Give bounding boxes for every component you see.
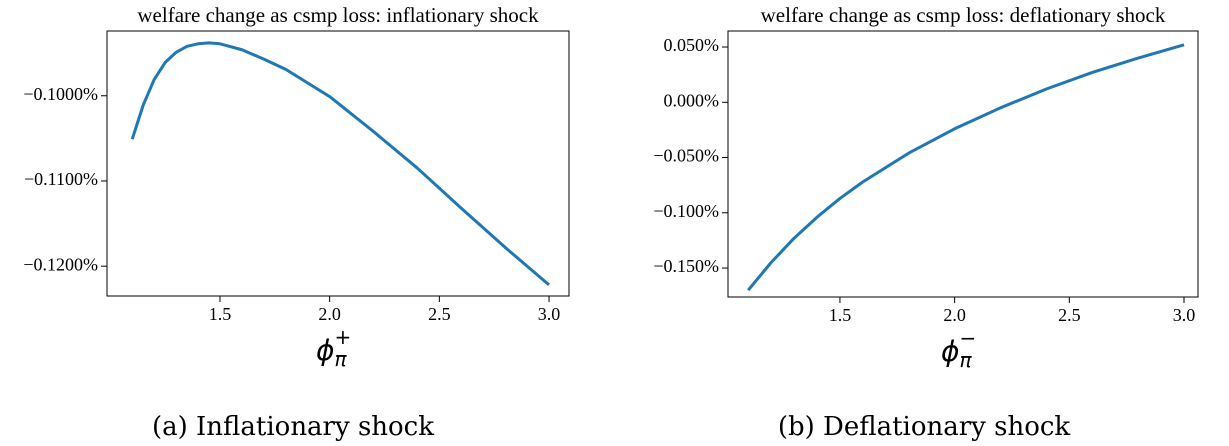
x-axis-label: ϕπ− — [941, 326, 976, 372]
line-series — [747, 43, 1185, 292]
x-tick-label: 2.0 — [318, 304, 341, 324]
x-tick-label: 2.5 — [1058, 305, 1081, 325]
y-tick-label: 0.000% — [664, 90, 720, 110]
y-tick-label: −0.1100% — [24, 169, 98, 189]
x-tick-label: 2.5 — [428, 304, 451, 324]
x-label-base: ϕ — [316, 334, 334, 367]
y-tick-label: −0.1200% — [23, 254, 98, 274]
x-label-sup: − — [960, 326, 977, 350]
y-tick-label: −0.050% — [653, 146, 719, 166]
x-tick-label: 1.5 — [209, 304, 232, 324]
x-tick-label: 1.5 — [829, 305, 852, 325]
x-label-base: ϕ — [941, 335, 959, 368]
subplot: welfare change as csmp loss: deflationar… — [653, 3, 1199, 442]
y-tick-label: −0.1000% — [23, 84, 98, 104]
x-axis-label: ϕπ+ — [316, 325, 351, 371]
x-tick-label: 3.0 — [1173, 305, 1196, 325]
caption: (b) Deflationary shock — [778, 412, 1071, 442]
plot-frame — [727, 30, 1199, 298]
y-tick-label: −0.150% — [653, 256, 719, 276]
y-tick-label: −0.100% — [653, 201, 719, 221]
x-label-sub: π — [959, 348, 972, 372]
chart-title: welfare change as csmp loss: deflationar… — [761, 3, 1166, 27]
x-label-sub: π — [334, 347, 347, 371]
plot-frame — [106, 30, 570, 297]
x-tick-label: 2.0 — [943, 305, 966, 325]
y-tick-label: 0.050% — [664, 35, 720, 55]
x-tick-label: 3.0 — [538, 304, 561, 324]
subplot: welfare change as csmp loss: inflationar… — [23, 3, 570, 442]
caption: (a) Inflationary shock — [152, 412, 434, 442]
x-label-sup: + — [335, 325, 352, 349]
chart-title: welfare change as csmp loss: inflationar… — [137, 3, 539, 27]
line-series — [130, 41, 551, 287]
